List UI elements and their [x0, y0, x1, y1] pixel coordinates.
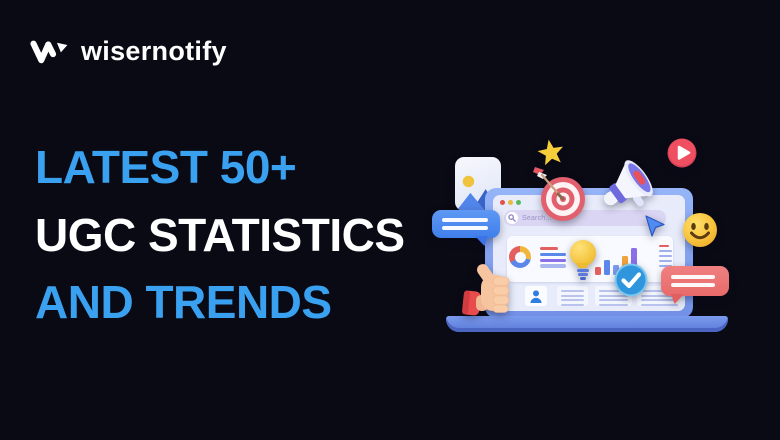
traffic-dot — [500, 200, 505, 205]
content-card — [557, 286, 588, 306]
bubble-line — [671, 283, 715, 287]
laptop-base — [446, 316, 728, 332]
side-line — [659, 254, 672, 258]
user-avatar-icon — [530, 289, 542, 303]
star-icon — [537, 139, 563, 166]
brand: wisernotify — [30, 36, 227, 67]
dart-target-icon — [533, 167, 585, 221]
bubble-tail — [671, 294, 684, 304]
traffic-dots — [500, 200, 521, 205]
headline-line-2: UGC STATISTICS — [35, 208, 405, 261]
avatar-card — [525, 286, 547, 306]
thumbs-up-icon — [462, 264, 510, 316]
donut-chart — [509, 246, 531, 268]
bar — [631, 248, 637, 275]
bubble-line — [442, 218, 488, 222]
bulb-glass — [569, 240, 596, 266]
donut-hole — [514, 251, 526, 263]
cursor-icon — [645, 215, 665, 237]
bar — [604, 260, 610, 275]
legend-line — [540, 247, 558, 251]
search-icon — [506, 212, 518, 224]
brand-wordmark: wisernotify — [81, 36, 227, 66]
play-icon — [667, 138, 697, 168]
check-badge-icon — [614, 263, 648, 297]
bulb-neck — [576, 263, 589, 268]
headline-line-1: LATEST 50+ — [35, 141, 297, 193]
traffic-dot — [508, 200, 513, 205]
chat-bubble-red — [661, 266, 729, 304]
bubble-tail — [475, 236, 488, 246]
illustration: Search... — [430, 110, 780, 360]
megaphone-icon — [603, 160, 653, 207]
bulb-base — [569, 269, 596, 280]
search-bar: Search... — [504, 210, 666, 226]
search-placeholder: Search... — [522, 214, 552, 222]
bubble-line — [442, 226, 488, 230]
legend-line — [540, 258, 566, 262]
legend-line — [540, 264, 566, 268]
headline: LATEST 50+ UGC STATISTICS AND TRENDS — [35, 134, 405, 337]
chat-bubble-blue — [432, 210, 500, 246]
bar — [613, 265, 619, 275]
side-line — [659, 249, 672, 253]
smile-emoji-icon — [683, 213, 717, 247]
bar — [595, 267, 601, 275]
lightbulb-icon — [569, 240, 596, 280]
side-lines — [659, 245, 672, 268]
wisernotify-logo-icon — [30, 40, 68, 64]
headline-line-3: AND TRENDS — [35, 276, 332, 328]
legend-lines — [540, 247, 566, 268]
side-line — [659, 259, 672, 263]
side-line — [659, 245, 669, 248]
legend-line — [540, 252, 566, 257]
bubble-line — [671, 275, 715, 279]
traffic-dot — [516, 200, 521, 205]
